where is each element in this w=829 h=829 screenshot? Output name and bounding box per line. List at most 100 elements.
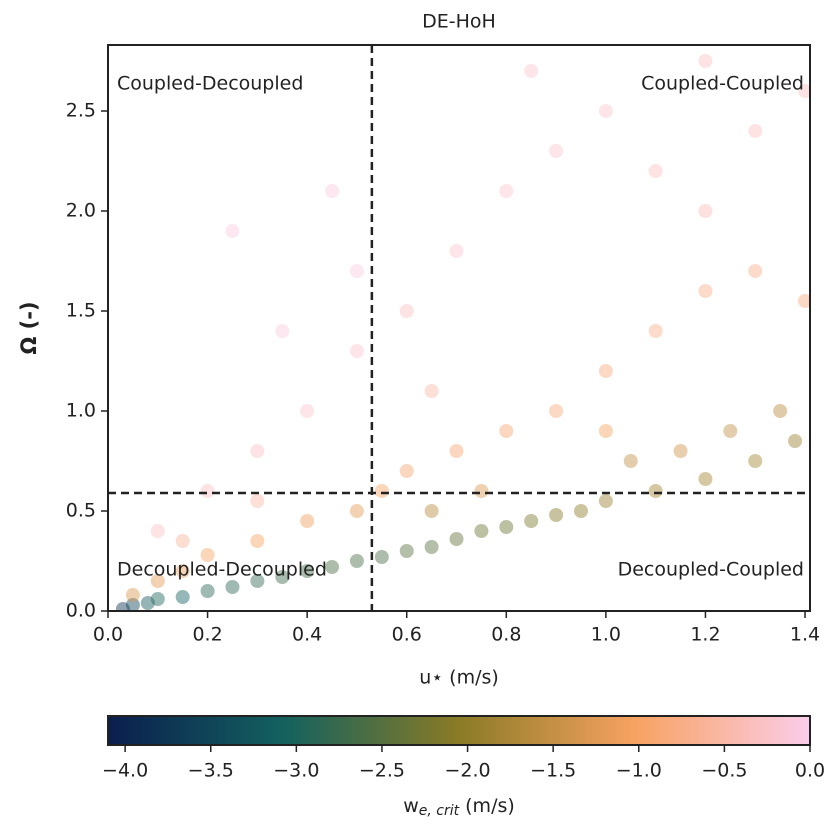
point: [598, 494, 613, 508]
x-tick-label: 0.4: [292, 624, 322, 646]
point: [424, 504, 439, 518]
point: [698, 284, 713, 298]
point: [200, 584, 215, 598]
point: [125, 598, 140, 611]
point: [698, 54, 713, 68]
point: [773, 404, 788, 418]
point: [140, 596, 155, 610]
point: [200, 484, 215, 498]
y-tick-label: 2.0: [66, 200, 96, 222]
point: [150, 574, 165, 588]
quadrant-label: Decoupled-Decoupled: [117, 559, 327, 581]
point: [325, 560, 340, 574]
chart-title: DE-HoH: [422, 11, 496, 33]
y-tick-label: 2.5: [66, 100, 96, 122]
colorbar-tick-label: −4.0: [102, 760, 148, 782]
y-tick-label: 0.5: [66, 500, 96, 522]
point: [300, 404, 315, 418]
point: [499, 424, 514, 438]
point: [449, 532, 464, 546]
point: [275, 324, 290, 338]
point: [549, 404, 564, 418]
point: [449, 244, 464, 258]
point: [250, 444, 265, 458]
point: [399, 464, 414, 478]
colorbar-label-base: w: [403, 795, 419, 817]
colorbar-label: we, crit (m/s): [403, 795, 515, 820]
y-tick-label: 1.0: [66, 400, 96, 422]
point: [399, 544, 414, 558]
point: [225, 580, 240, 594]
colorbar-tick-label: −0.5: [701, 760, 747, 782]
plot-frame: [107, 44, 811, 612]
point: [225, 224, 240, 238]
x-tick-label: 0.8: [491, 624, 521, 646]
point: [175, 590, 190, 604]
colorbar-label-unit: (m/s): [459, 795, 515, 817]
x-axis-label: u⋆ (m/s): [419, 667, 499, 689]
colorbar-tick-label: −2.5: [359, 760, 405, 782]
point: [598, 364, 613, 378]
colorbar-tick-label: 0.0: [795, 760, 825, 782]
point: [798, 294, 810, 308]
point: [150, 524, 165, 538]
points: [115, 54, 810, 611]
x-tick-label: 1.0: [591, 624, 621, 646]
point: [349, 504, 364, 518]
point: [175, 564, 190, 578]
point: [549, 508, 564, 522]
point: [788, 434, 803, 448]
y-tick-label: 0.0: [66, 600, 96, 622]
point: [698, 204, 713, 218]
point: [250, 494, 265, 508]
point: [723, 424, 738, 438]
x-tick-label: 1.2: [690, 624, 720, 646]
colorbar-tick-label: −3.5: [188, 760, 234, 782]
point: [449, 444, 464, 458]
colorbar-tick-label: −1.5: [530, 760, 576, 782]
point: [524, 64, 539, 78]
colorbar-label-sub: e, crit: [419, 803, 460, 819]
x-tick-label: 0.2: [192, 624, 222, 646]
point: [648, 164, 663, 178]
point: [200, 548, 215, 562]
point: [175, 534, 190, 548]
point: [524, 514, 539, 528]
point: [573, 504, 588, 518]
point: [250, 574, 265, 588]
quadrant-label: Coupled-Decoupled: [117, 73, 303, 95]
point: [374, 484, 389, 498]
point: [499, 520, 514, 534]
point: [648, 324, 663, 338]
point: [275, 570, 290, 584]
point: [349, 344, 364, 358]
quadrant-label: Coupled-Coupled: [641, 73, 804, 95]
y-axis-label: Ω (-): [17, 301, 41, 354]
point: [798, 84, 810, 98]
point: [349, 264, 364, 278]
point: [349, 554, 364, 568]
point: [474, 524, 489, 538]
point: [374, 550, 389, 564]
point: [325, 184, 340, 198]
point: [399, 304, 414, 318]
colorbar-tick-label: −1.0: [616, 760, 662, 782]
colorbar: [107, 715, 811, 746]
point: [549, 144, 564, 158]
point: [698, 472, 713, 486]
point: [748, 264, 763, 278]
point: [598, 104, 613, 118]
y-tick-label: 1.5: [66, 300, 96, 322]
point: [150, 592, 165, 606]
point: [424, 540, 439, 554]
point: [300, 514, 315, 528]
x-tick-label: 0.0: [93, 624, 123, 646]
x-tick-label: 1.4: [790, 624, 820, 646]
point: [474, 484, 489, 498]
point: [598, 424, 613, 438]
point: [748, 124, 763, 138]
quadrant-label: Decoupled-Coupled: [618, 559, 804, 581]
point: [300, 564, 315, 578]
point: [115, 602, 130, 611]
